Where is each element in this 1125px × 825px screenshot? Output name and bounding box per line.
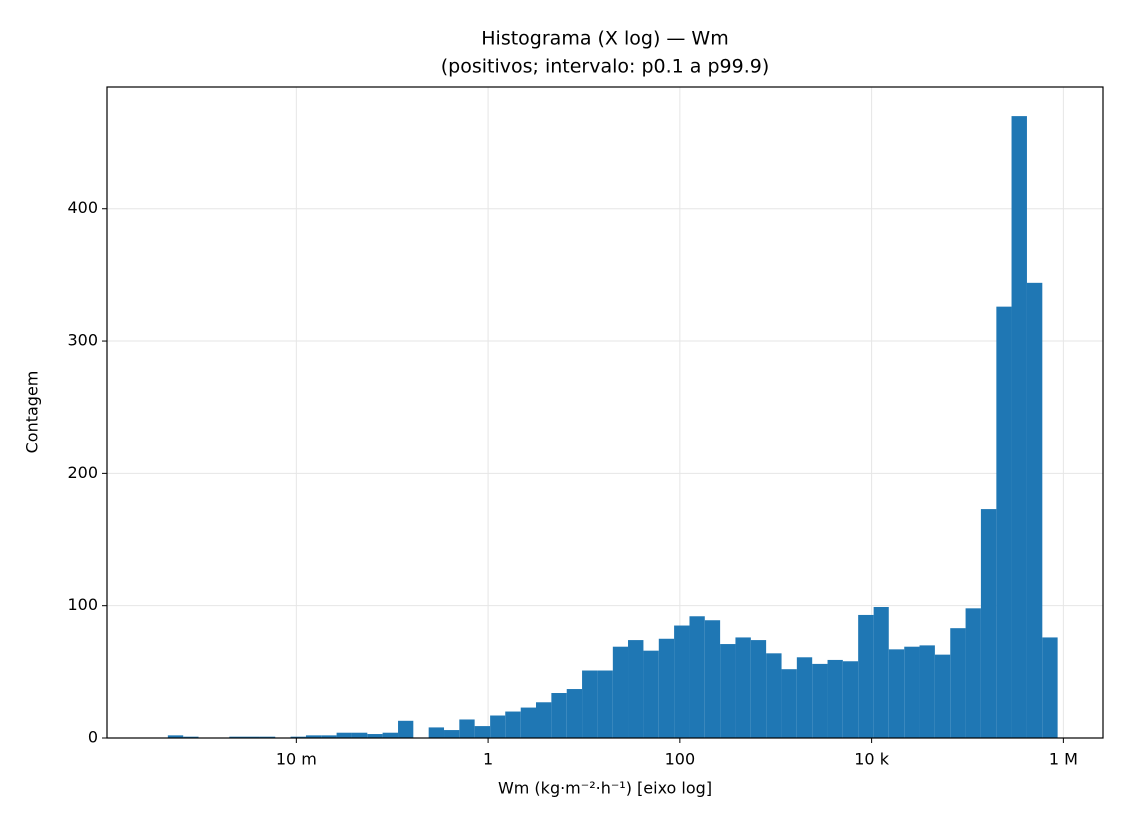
bar: [735, 637, 751, 738]
x-tick-label: 10 k: [854, 750, 889, 769]
bar: [566, 689, 583, 738]
bar: [597, 670, 613, 738]
y-axis-label: Contagem: [23, 371, 42, 454]
bar: [796, 657, 813, 738]
bar: [321, 735, 337, 738]
bar: [1026, 282, 1043, 738]
bar: [950, 628, 966, 738]
bar: [919, 645, 935, 738]
bar: [551, 693, 567, 738]
chart-subtitle: (positivos; intervalo: p0.1 a p99.9): [441, 56, 770, 78]
bar: [474, 726, 491, 738]
bar: [167, 735, 184, 738]
bar: [689, 616, 705, 738]
bar: [674, 625, 690, 738]
y-tick-label: 200: [67, 463, 98, 482]
y-tick-label: 100: [67, 595, 98, 614]
bar: [658, 638, 675, 738]
bar: [1042, 637, 1058, 738]
bar: [536, 702, 552, 738]
bar: [183, 736, 199, 738]
bar: [367, 734, 383, 738]
bar: [459, 719, 475, 738]
bar: [351, 732, 368, 738]
y-tick-label: 400: [67, 198, 98, 217]
bar: [382, 732, 399, 738]
bar: [490, 715, 506, 738]
plot-frame: [106, 86, 1104, 739]
bar: [812, 663, 828, 738]
bar: [996, 306, 1012, 738]
x-tick-label: 100: [665, 750, 696, 769]
bar: [229, 736, 245, 738]
bar: [858, 614, 874, 738]
x-tick-label: 10 m: [276, 750, 317, 769]
x-tick-label: 1: [483, 750, 493, 769]
chart-title: Histograma (X log) — Wm: [481, 28, 728, 50]
bar: [904, 646, 920, 738]
x-axis-label: Wm (kg·m⁻²·h⁻¹) [eixo log]: [498, 779, 712, 798]
bar: [444, 730, 460, 738]
bar: [766, 653, 782, 738]
y-tick-label: 0: [88, 728, 98, 747]
bar: [643, 650, 659, 738]
bar: [873, 607, 889, 738]
bar: [704, 620, 721, 738]
bar: [428, 727, 445, 738]
x-tick-label: 1 M: [1049, 750, 1078, 769]
bar: [827, 659, 843, 738]
bar: [720, 644, 736, 738]
bar: [398, 720, 414, 738]
bar: [305, 735, 322, 738]
bar: [980, 509, 997, 738]
bar: [336, 732, 352, 738]
bar: [628, 640, 644, 738]
bar: [750, 640, 767, 738]
bar: [781, 669, 797, 738]
bar: [612, 646, 629, 738]
bar: [934, 654, 951, 738]
bar: [290, 736, 306, 738]
bar: [965, 608, 981, 738]
bar: [842, 661, 859, 738]
bar: [888, 649, 905, 738]
y-tick-label: 300: [67, 331, 98, 350]
bar: [259, 736, 276, 738]
bar: [520, 707, 537, 738]
bar: [505, 711, 521, 738]
bar: [244, 736, 260, 738]
bar: [582, 670, 598, 738]
bar: [1011, 116, 1027, 739]
